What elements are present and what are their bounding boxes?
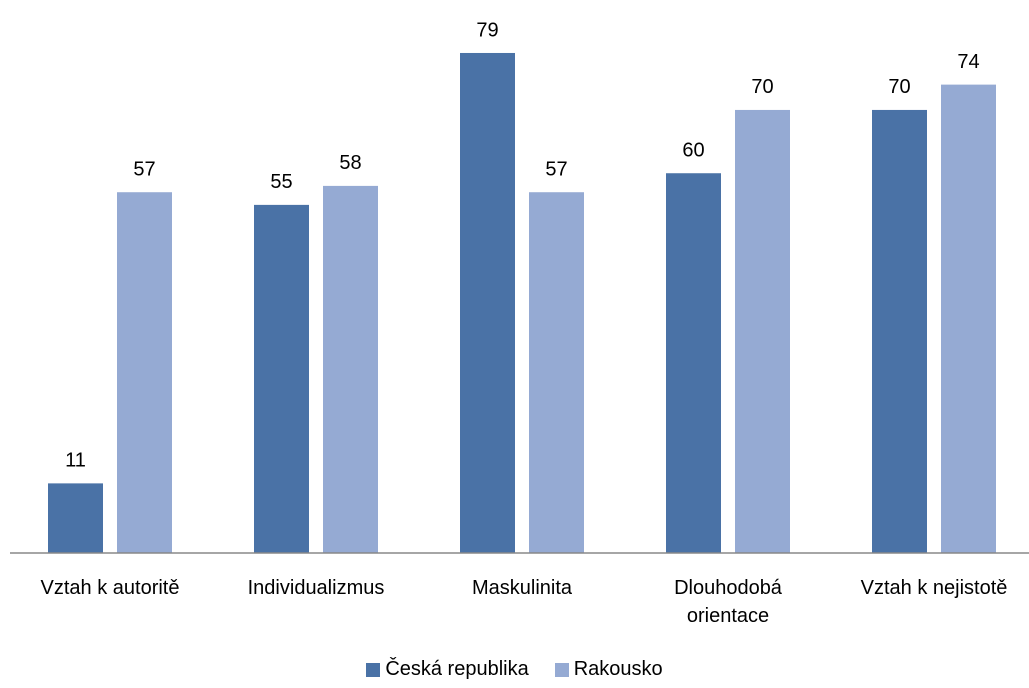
bar [529,192,584,554]
x-tick-label: Vztah k autoritě [40,577,180,599]
x-tick-label: Dlouhodobá orientace [674,577,782,627]
legend-label: Česká republika [385,658,529,680]
value-label: 60 [682,140,704,162]
value-label: 79 [476,19,498,41]
legend-swatch [554,662,569,677]
value-label: 70 [751,76,773,98]
bar [735,109,790,554]
x-tick-label: Individualizmus [247,577,385,599]
value-label: 57 [545,159,567,181]
value-label: 55 [270,171,292,193]
bar [117,192,172,554]
value-label: 11 [65,450,86,472]
legend-label: Rakousko [573,658,663,680]
x-tick-label: Maskulinita [471,577,573,599]
x-tick-label: Vztah k nejistotě [860,577,1008,599]
bar [460,52,515,553]
bar [323,185,378,554]
legend-swatch [366,662,381,677]
bar [941,84,996,553]
bar [666,173,721,553]
bar [872,109,927,554]
bar [48,483,103,553]
value-label: 70 [888,76,910,98]
legend-item: Česká republika [366,658,529,681]
value-label: 74 [957,51,979,73]
legend: Česká republika Rakousko [0,658,1029,681]
bar [254,204,309,553]
value-label: 58 [339,152,361,174]
legend-item: Rakousko [554,658,663,681]
value-label: 57 [133,159,155,181]
